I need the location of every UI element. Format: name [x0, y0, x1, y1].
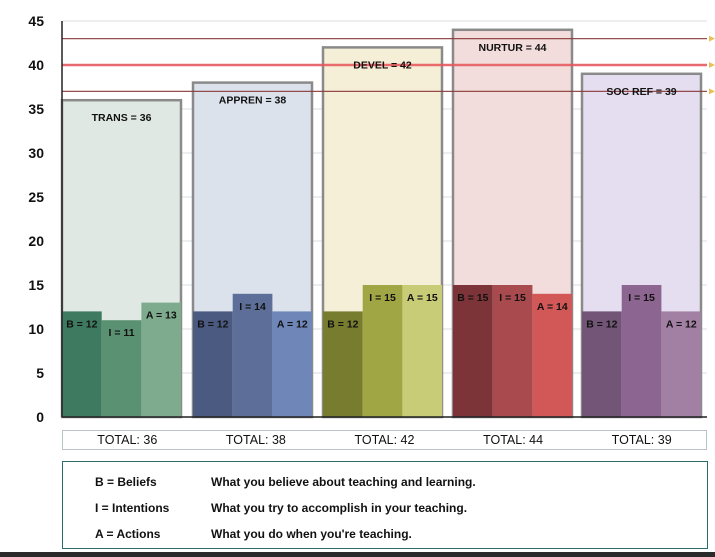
legend-key: A = Actions — [95, 527, 161, 541]
total-label: TOTAL: 44 — [483, 433, 544, 447]
component-bar-label: B = 12 — [197, 318, 228, 330]
total-label: TOTAL: 39 — [611, 433, 672, 447]
legend-row: A = Actions What you do when you're teac… — [63, 527, 707, 547]
profile-label: NURTUR = 44 — [479, 42, 547, 54]
reference-marker — [709, 88, 715, 95]
total-label: TOTAL: 38 — [225, 433, 286, 447]
component-bar-label: A = 13 — [146, 310, 177, 322]
component-bar — [362, 285, 403, 417]
component-bar-label: B = 12 — [586, 318, 617, 330]
component-bar-label: A = 12 — [666, 318, 697, 330]
y-tick-label: 40 — [28, 57, 44, 73]
component-bar — [141, 302, 182, 417]
profile-label: DEVEL = 42 — [353, 59, 412, 71]
component-bar-label: I = 14 — [239, 301, 266, 313]
y-axis: 0 5 10 15 20 25 30 35 40 45 — [28, 13, 707, 425]
y-tick-label: 45 — [28, 13, 44, 29]
component-bar — [492, 285, 533, 417]
profile-label: TRANS = 36 — [92, 112, 152, 124]
y-tick-label: 20 — [28, 233, 44, 249]
component-bars — [62, 285, 702, 417]
legend-description: What you do when you're teaching. — [211, 527, 412, 541]
legend-row: B = Beliefs What you believe about teach… — [63, 475, 707, 495]
total-label: TOTAL: 42 — [354, 433, 415, 447]
component-bar — [193, 311, 233, 417]
component-bar-label: B = 15 — [457, 292, 488, 304]
component-bar — [532, 293, 573, 417]
y-tick-label: 5 — [36, 365, 44, 381]
total-label: TOTAL: 36 — [97, 433, 158, 447]
component-bar — [62, 311, 102, 417]
component-bar-label: I = 15 — [369, 292, 396, 304]
component-bar — [661, 311, 702, 417]
component-bar — [272, 311, 313, 417]
y-tick-label: 15 — [28, 277, 44, 293]
component-bar — [621, 285, 662, 417]
component-bar-label: A = 12 — [277, 318, 308, 330]
component-bar — [402, 285, 443, 417]
reference-lines — [62, 35, 715, 95]
y-tick-label: 30 — [28, 145, 44, 161]
reference-marker — [709, 62, 715, 68]
totals-row: TOTAL: 36 TOTAL: 38 TOTAL: 42 TOTAL: 44 … — [62, 430, 707, 450]
legend-row: I = Intentions What you try to accomplis… — [63, 501, 707, 521]
legend-box: B = Beliefs What you believe about teach… — [62, 461, 708, 549]
chart: B = 12 I = 11 A = 13 TRANS = 36 B = 12 I = 14… — [28, 13, 715, 425]
component-bar-label: B = 12 — [327, 318, 358, 330]
legend-key: B = Beliefs — [95, 475, 157, 489]
y-tick-label: 0 — [36, 409, 44, 425]
y-tick-label: 10 — [28, 321, 44, 337]
component-bar-label: I = 15 — [628, 292, 655, 304]
y-tick-label: 25 — [28, 189, 44, 205]
component-bar-label: I = 15 — [499, 292, 526, 304]
legend-key: I = Intentions — [95, 501, 170, 515]
profile-label: SOC REF = 39 — [606, 86, 676, 98]
bottom-divider — [0, 552, 715, 557]
component-bar — [232, 293, 273, 417]
component-bar — [101, 320, 142, 417]
legend-description: What you believe about teaching and lear… — [211, 475, 476, 489]
component-bar-label: A = 15 — [407, 292, 438, 304]
component-bar — [323, 311, 363, 417]
profile-label: APPREN = 38 — [219, 95, 287, 107]
reference-marker — [709, 35, 715, 42]
y-tick-label: 35 — [28, 101, 44, 117]
bar-labels: B = 12 I = 11 A = 13 TRANS = 36 B = 12 I = 14… — [66, 42, 697, 339]
component-bar-label: A = 14 — [537, 301, 568, 313]
component-bar — [453, 285, 493, 417]
legend-description: What you try to accomplish in your teach… — [211, 501, 468, 515]
component-bar — [582, 311, 622, 417]
component-bar-label: B = 12 — [66, 318, 97, 330]
component-bar-label: I = 11 — [109, 327, 135, 339]
